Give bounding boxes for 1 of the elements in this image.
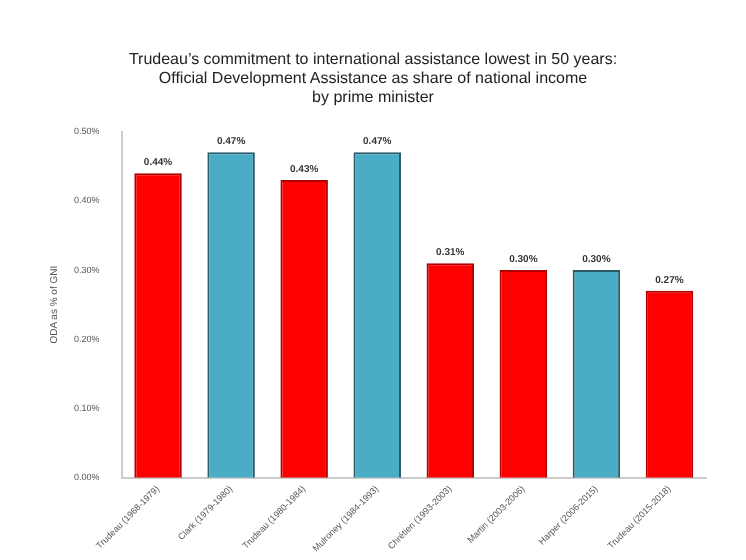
- chart-title: Trudeau’s commitment to international assistance lowest in 50 years: Official Development Assistance as share of national income by prime minister: [128, 50, 618, 107]
